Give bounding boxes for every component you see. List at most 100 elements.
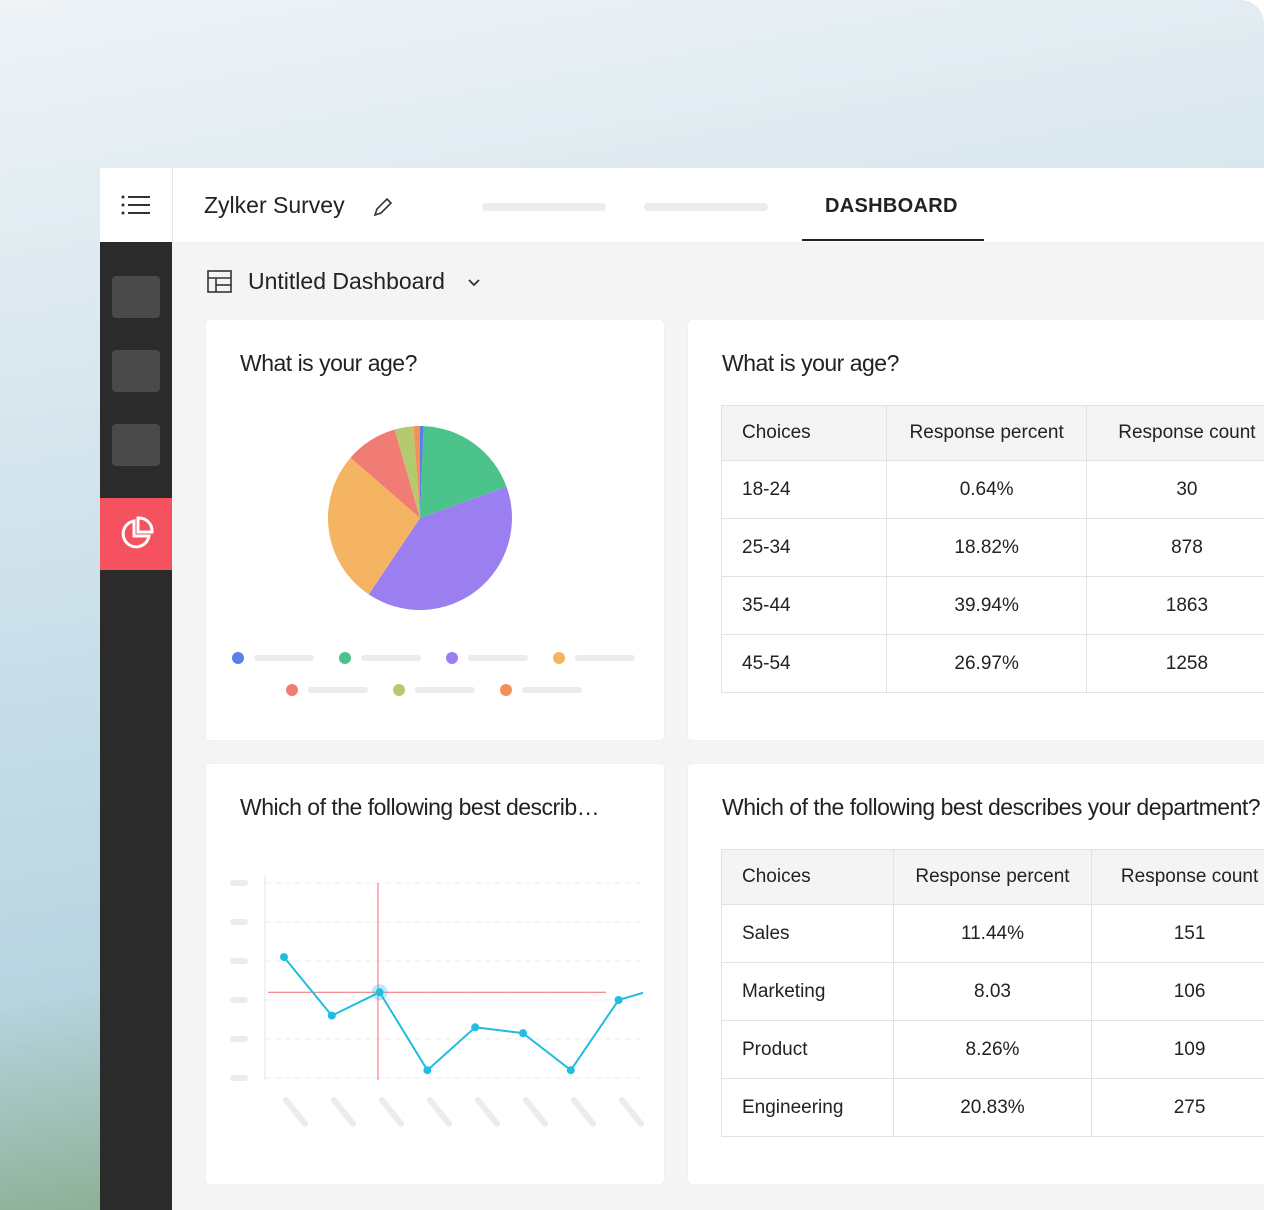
x-tick-placeholder bbox=[619, 1097, 644, 1127]
x-tick-placeholder bbox=[523, 1097, 548, 1127]
pie-slice bbox=[394, 426, 420, 518]
legend-placeholder bbox=[415, 687, 475, 693]
line-point bbox=[423, 1066, 432, 1075]
table-cell: 109 bbox=[1091, 1020, 1264, 1079]
legend-dot bbox=[232, 652, 244, 664]
table-cell: 39.94% bbox=[886, 576, 1087, 635]
survey-title: Zylker Survey bbox=[204, 192, 345, 218]
dropdown-icon[interactable] bbox=[466, 276, 482, 290]
table-row: Sales 11.44% 151 bbox=[721, 904, 1264, 963]
y-tick-placeholder bbox=[230, 1075, 248, 1081]
line bbox=[283, 956, 643, 1072]
pie-icon bbox=[121, 516, 154, 549]
legend-dot bbox=[393, 684, 405, 696]
legend-placeholder bbox=[254, 655, 314, 661]
column-header: Response percent bbox=[886, 405, 1087, 461]
y-tick-placeholder bbox=[230, 919, 248, 925]
tab-placeholder[interactable] bbox=[482, 203, 606, 211]
legend-placeholder bbox=[575, 655, 635, 661]
legend-dot bbox=[339, 652, 351, 664]
card-title: What is your age? bbox=[722, 350, 899, 376]
table-cell: Product bbox=[721, 1020, 894, 1079]
x-tick-placeholder bbox=[427, 1097, 452, 1127]
x-tick-placeholder bbox=[475, 1097, 500, 1127]
table-cell: Sales bbox=[721, 904, 894, 963]
legend-placeholder bbox=[468, 655, 528, 661]
app-window: Zylker Survey DASHBOARD Untitled Dashboa… bbox=[100, 168, 1264, 1210]
y-tick-placeholder bbox=[230, 958, 248, 964]
active-tab[interactable]: DASHBOARD bbox=[825, 195, 958, 217]
tab-underline bbox=[802, 239, 984, 241]
legend-placeholder bbox=[308, 687, 368, 693]
y-tick-placeholder bbox=[230, 1036, 248, 1042]
table-cell: 275 bbox=[1091, 1078, 1264, 1137]
line-point bbox=[662, 982, 670, 990]
x-tick-placeholder bbox=[283, 1097, 308, 1127]
sidebar bbox=[100, 242, 172, 1210]
card-title: What is your age? bbox=[240, 350, 417, 376]
line-point bbox=[375, 988, 384, 997]
edit-icon[interactable] bbox=[372, 196, 394, 218]
header-row: Choices Response percent Response count bbox=[720, 405, 1264, 461]
table-cell: 11.44% bbox=[892, 904, 1093, 963]
table-cell: 45-54 bbox=[720, 634, 888, 693]
table-cell: 30 bbox=[1085, 460, 1264, 519]
line-point bbox=[566, 1066, 575, 1075]
legend-placeholder bbox=[522, 687, 582, 693]
data-table: Choices Response percent Response count Sal… bbox=[721, 849, 1264, 1137]
table-cell: 106 bbox=[1091, 962, 1264, 1021]
x-tick-placeholder bbox=[571, 1097, 596, 1127]
table-row: 45-54 26.97% 1258 bbox=[720, 634, 1264, 693]
table-cell: 8.26% bbox=[892, 1020, 1093, 1079]
table-cell: 35-44 bbox=[720, 576, 888, 635]
nav-item[interactable] bbox=[112, 424, 160, 466]
data-table: Choices Response percent Response count 18-… bbox=[720, 405, 1264, 693]
pie-slice bbox=[420, 426, 424, 518]
line-point bbox=[327, 1011, 336, 1020]
pie-slice bbox=[368, 486, 513, 610]
table-cell: 1863 bbox=[1085, 576, 1264, 635]
pie-slice bbox=[350, 429, 420, 518]
line-point bbox=[519, 1029, 527, 1038]
pie-slice bbox=[413, 426, 420, 518]
table-cell: 18.82% bbox=[886, 518, 1087, 577]
legend-dot bbox=[286, 684, 298, 696]
menu-button[interactable] bbox=[100, 168, 173, 242]
table-card: Which of the following best describes yo… bbox=[688, 764, 1264, 1184]
table-row: 25-34 18.82% 878 bbox=[720, 518, 1264, 577]
nav-item-active[interactable] bbox=[100, 498, 172, 570]
table-cell: 26.97% bbox=[886, 634, 1087, 693]
legend-dot bbox=[553, 652, 565, 664]
column-header: Response count bbox=[1085, 405, 1264, 461]
table-row: 35-44 39.94% 1863 bbox=[720, 576, 1264, 635]
nav-item[interactable] bbox=[112, 276, 160, 318]
legend-placeholder bbox=[361, 655, 421, 661]
table-row: Engineering 20.83% 275 bbox=[721, 1078, 1264, 1137]
line-series bbox=[280, 953, 670, 1075]
table-row: Product 8.26% 109 bbox=[721, 1020, 1264, 1079]
x-tick-placeholder bbox=[331, 1097, 356, 1127]
legend-dot bbox=[500, 684, 512, 696]
table-cell: 1258 bbox=[1085, 634, 1264, 693]
line-point bbox=[280, 953, 288, 962]
table-cell: Marketing bbox=[721, 962, 894, 1021]
nav-item[interactable] bbox=[112, 350, 160, 392]
x-tick-placeholder bbox=[379, 1097, 404, 1127]
dashboard-name[interactable]: Untitled Dashboard bbox=[248, 268, 445, 294]
y-tick-placeholder bbox=[230, 997, 248, 1003]
table-row: 18-24 0.64% 30 bbox=[720, 460, 1264, 519]
table-cell: 20.83% bbox=[892, 1078, 1093, 1137]
table-card: What is your age? Choices Response percen… bbox=[688, 320, 1264, 740]
table-cell: 8.03 bbox=[892, 962, 1093, 1021]
column-header: Response count bbox=[1091, 849, 1264, 905]
y-tick-placeholder bbox=[230, 880, 248, 886]
line-point bbox=[471, 1023, 480, 1032]
pie-slice bbox=[328, 457, 420, 595]
tab-placeholder[interactable] bbox=[644, 203, 768, 211]
menu-icon bbox=[121, 195, 150, 215]
line-point bbox=[614, 996, 623, 1004]
top-bar: Zylker Survey DASHBOARD bbox=[100, 168, 1264, 242]
legend-dot bbox=[446, 652, 458, 664]
